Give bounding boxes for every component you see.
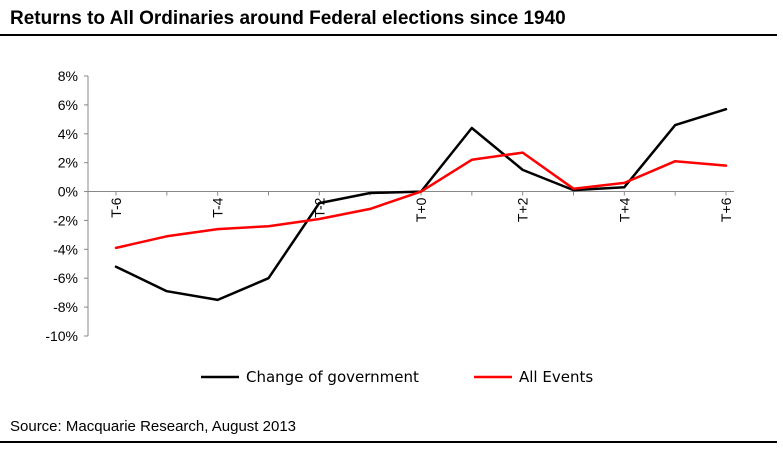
y-tick-label: -2% bbox=[53, 212, 78, 228]
source-note: Source: Macquarie Research, August 2013 bbox=[10, 418, 297, 435]
y-tick-label: -4% bbox=[53, 241, 78, 257]
chart-axes: 8% 6% 4% 2% 0% -2% -4% -6% -8% -10% T-6 T-4 T-2 T+0 T+… bbox=[45, 68, 734, 344]
y-tick-label: -6% bbox=[53, 270, 78, 286]
y-tick-label: 0% bbox=[58, 184, 78, 200]
legend-label-1: All Events bbox=[519, 368, 593, 386]
legend-label-0: Change of government bbox=[246, 368, 419, 386]
y-tick-label: -8% bbox=[53, 299, 78, 315]
x-tick-label: T+6 bbox=[718, 197, 734, 222]
x-tick-label: T+0 bbox=[413, 197, 429, 222]
footer-divider bbox=[0, 441, 777, 443]
title-divider bbox=[0, 34, 777, 36]
y-tick-label: 2% bbox=[58, 155, 78, 171]
y-tick-label: 6% bbox=[58, 97, 78, 113]
x-tick-label: T+4 bbox=[616, 197, 632, 222]
x-tick-label: T-6 bbox=[108, 197, 124, 217]
y-tick-label: 4% bbox=[58, 126, 78, 142]
y-tick-label: -10% bbox=[45, 328, 78, 344]
chart-legend: Change of government All Events bbox=[201, 368, 593, 386]
y-tick-label: 8% bbox=[58, 68, 78, 84]
x-tick-label: T-4 bbox=[210, 197, 226, 217]
x-tick-label: T+2 bbox=[515, 197, 531, 222]
line-chart: 8% 6% 4% 2% 0% -2% -4% -6% -8% -10% T-6 T-4 T-2 T+0 T+… bbox=[45, 68, 734, 386]
series-layer bbox=[114, 107, 728, 302]
chart-title: Returns to All Ordinaries around Federal… bbox=[10, 8, 566, 29]
x-tick-label: T-2 bbox=[311, 197, 327, 217]
series-line-1 bbox=[114, 151, 728, 250]
